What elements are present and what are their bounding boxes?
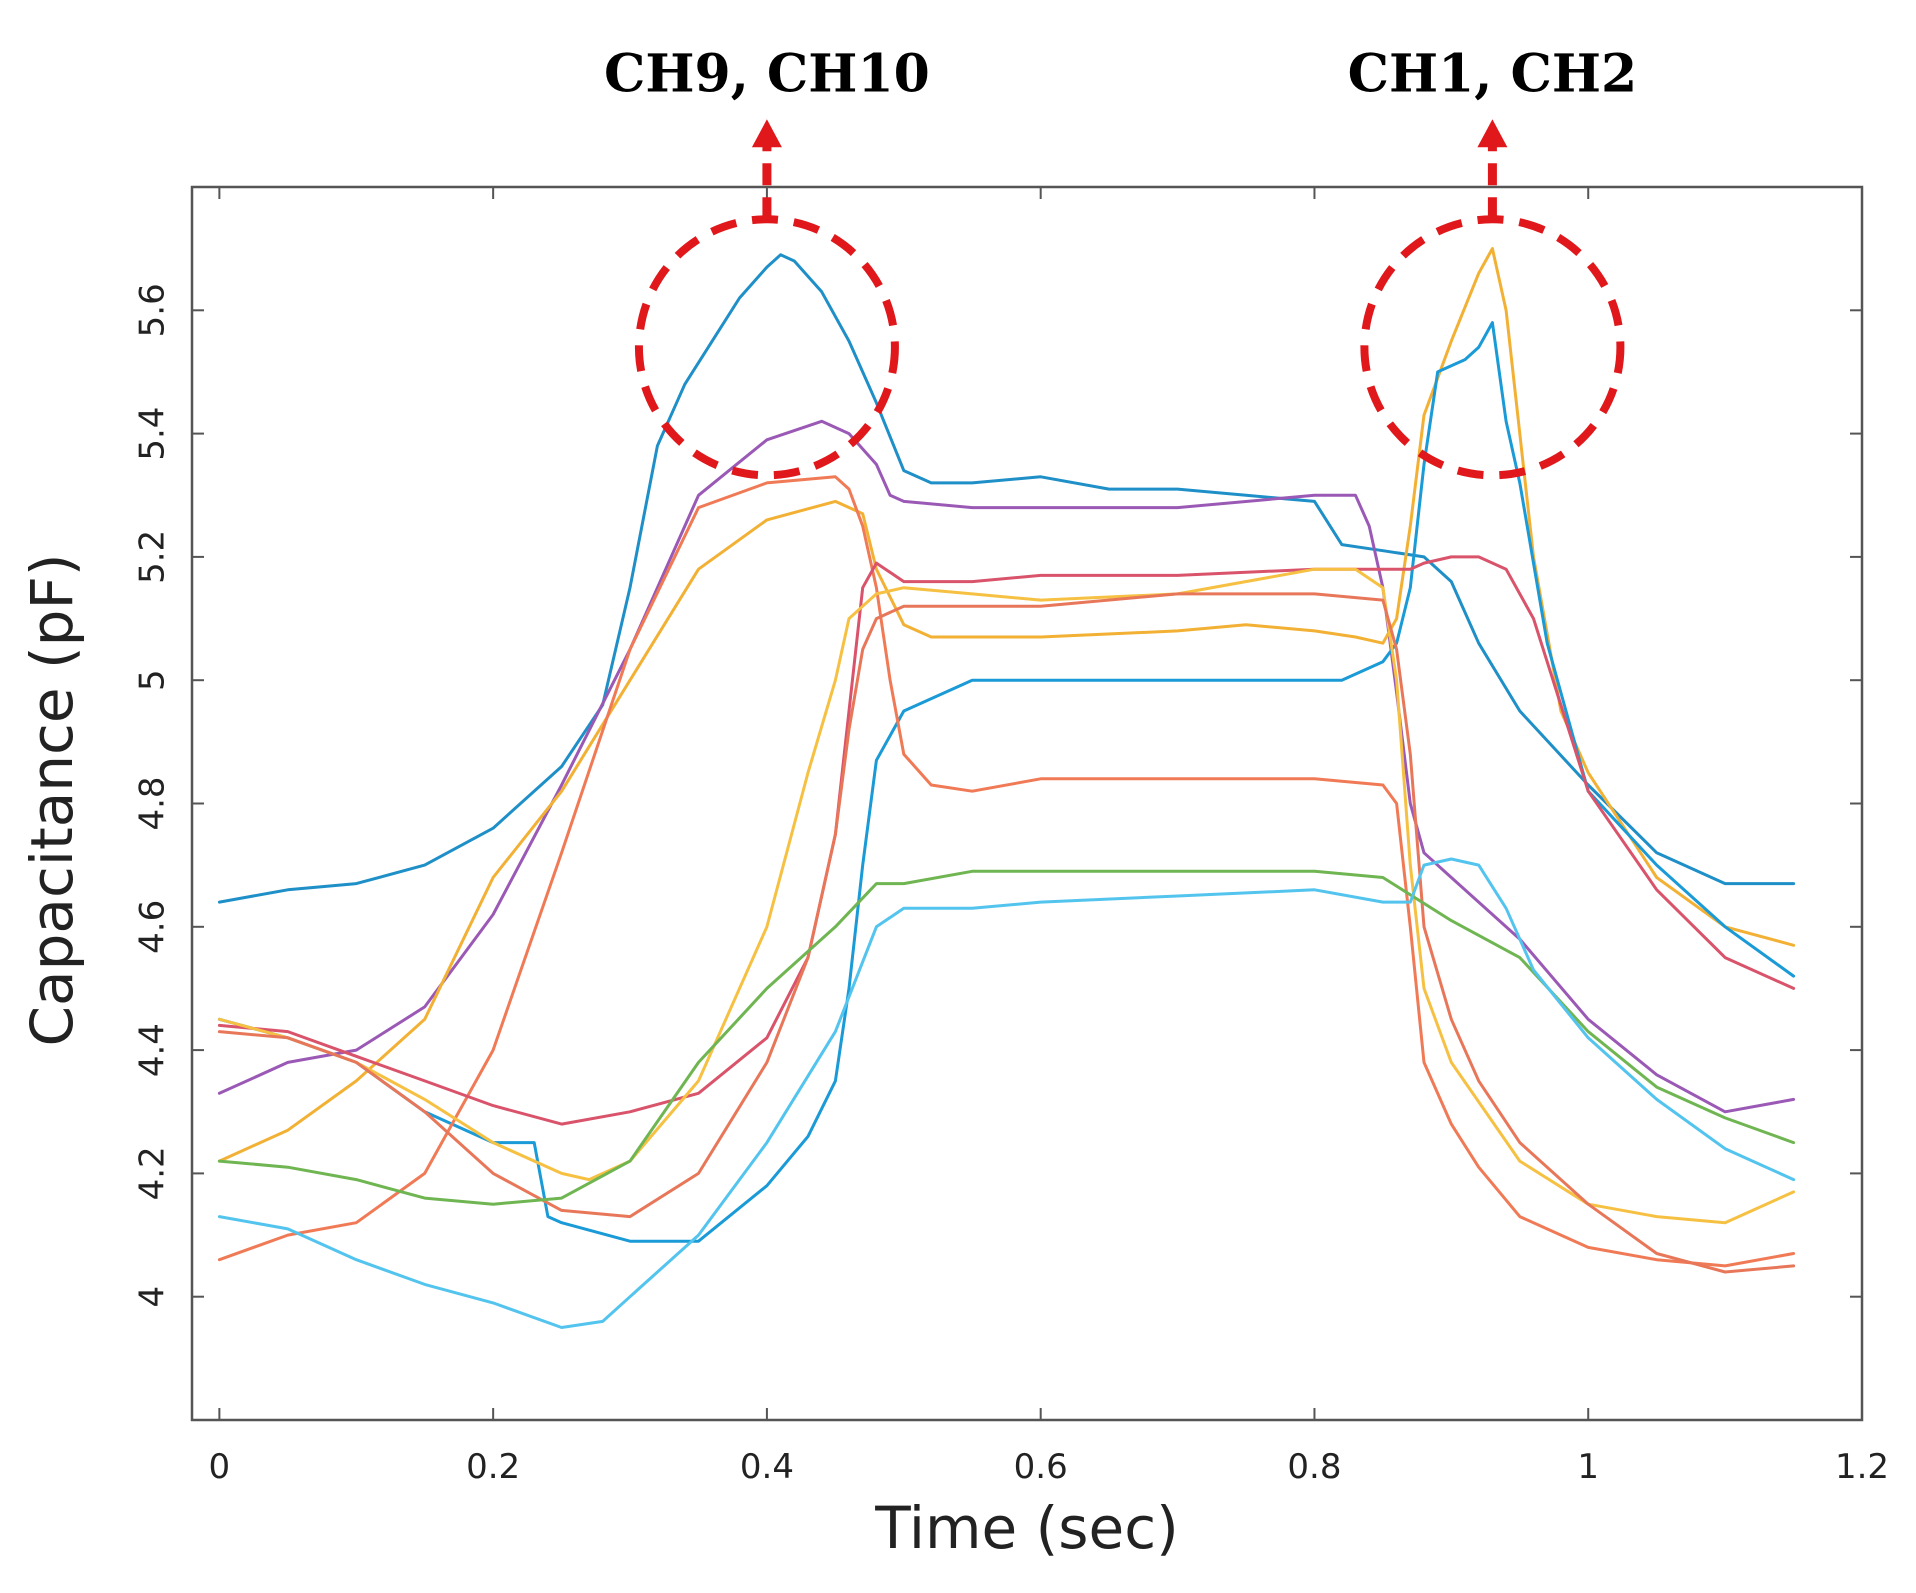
annotation-layer: CH9, CH10 CH1, CH2	[604, 43, 1638, 480]
plot-frame	[190, 185, 1864, 1422]
annotation-circle	[1360, 215, 1625, 480]
y-tick-label: 4.4	[133, 1023, 173, 1077]
x-tick-label: 0	[209, 1447, 231, 1487]
x-tick-label: 0.6	[1014, 1447, 1068, 1487]
y-tick-label: 5.2	[133, 530, 173, 584]
x-tick-label: 0.8	[1287, 1447, 1341, 1487]
series-line-5	[217, 475, 1796, 1268]
y-tick-label: 4.2	[133, 1146, 173, 1200]
annotation-circle	[634, 215, 899, 480]
y-tick-label: 4	[133, 1286, 173, 1308]
annotation-arrow-head	[751, 119, 782, 148]
y-tick-label: 5.4	[133, 407, 173, 461]
y-tick-label: 4.8	[133, 776, 173, 830]
annotation-label: CH1, CH2	[1348, 43, 1638, 104]
series-line-10	[217, 857, 1796, 1329]
y-tick-label: 5	[133, 669, 173, 691]
y-tick-label: 4.6	[133, 900, 173, 954]
x-tick-label: 0.4	[740, 1447, 794, 1487]
x-axis-label: Time (sec)	[874, 1494, 1178, 1562]
x-tick-label: 1	[1577, 1447, 1599, 1487]
series-line-3	[217, 247, 1796, 1163]
annotation-arrow-head	[1477, 119, 1508, 148]
series-line-6	[217, 555, 1796, 1126]
x-axis: 0 0.2 0.4 0.6 0.8 1 1.2	[209, 187, 1889, 1487]
series-layer	[217, 247, 1796, 1329]
series-line-4	[217, 321, 1796, 1243]
series-line-8	[217, 592, 1796, 1274]
y-tick-label: 5.6	[133, 283, 173, 337]
x-tick-label: 1.2	[1835, 1447, 1889, 1487]
y-axis-label: Capacitance (pF)	[18, 554, 86, 1047]
series-line-7	[217, 567, 1796, 1225]
x-tick-label: 0.2	[466, 1447, 520, 1487]
y-axis: 4 4.2 4.4 4.6 4.8 5 5.2 5.4 5.6	[133, 283, 1862, 1308]
annotation-label: CH9, CH10	[604, 43, 930, 104]
